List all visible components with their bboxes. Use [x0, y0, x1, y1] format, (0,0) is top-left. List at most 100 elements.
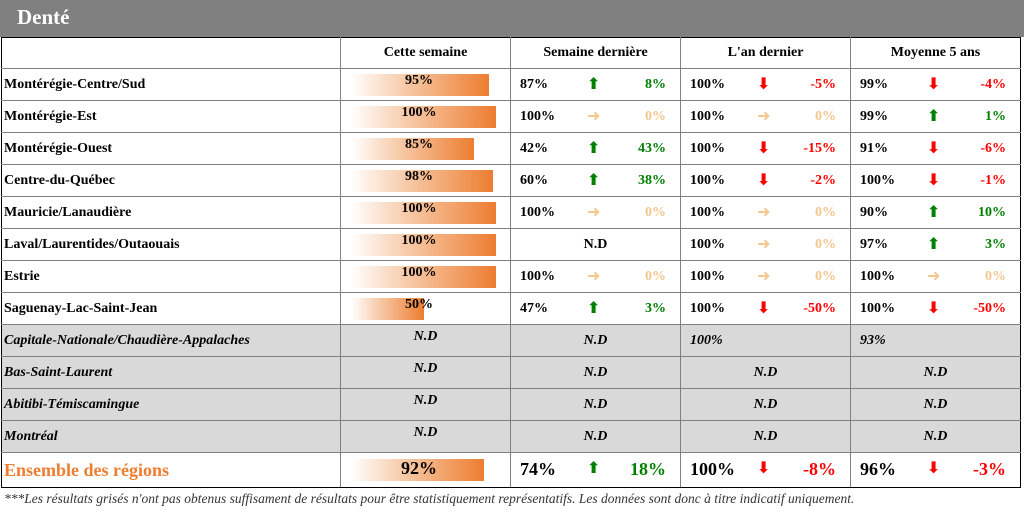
avg5-cell: 99% ⬇ -4% [850, 68, 1021, 101]
cell-value: N.D [923, 396, 948, 412]
arrow-up-icon: ⬆ [587, 138, 601, 157]
header-last-week: Semaine dernière [510, 37, 681, 69]
arrow-down-icon: ⬇ [757, 74, 771, 93]
comparison-value: 100% [690, 141, 725, 156]
cell-value: N.D [753, 396, 778, 412]
header-region [1, 37, 341, 69]
week-value: 100% [401, 233, 437, 248]
last-week-cell: 47% ⬆ 3% [510, 292, 681, 325]
comparison-value: 97% [860, 237, 888, 252]
last-week-cell: 100% ➜ 0% [510, 100, 681, 133]
avg5-cell: 90% ⬆ 10% [850, 196, 1021, 229]
region-name: Saguenay-Lac-Saint-Jean [1, 292, 341, 325]
grey-table-row: Abitibi-Témiscamingue N.D N.D N.D N.D [1, 388, 1021, 421]
comparison-value: 42% [520, 141, 548, 156]
cell-value: 100% [690, 332, 723, 348]
last-year-cell: N.D [680, 388, 851, 421]
this-week-cell: 100% [340, 196, 511, 229]
arrow-down-icon: ⬇ [927, 298, 941, 317]
comparison-value: 90% [860, 205, 888, 220]
comparison-value: 60% [520, 173, 548, 188]
table-body: Montérégie-Centre/Sud 95% 87% ⬆ 8% 100% ⬇ -5% 99… [1, 68, 1021, 488]
comparison-delta: 0% [815, 205, 836, 220]
comparison-value: 47% [520, 301, 548, 316]
results-table: Cette semaine Semaine dernière L'an dern… [1, 37, 1021, 488]
grey-table-row: Bas-Saint-Laurent N.D N.D N.D N.D [1, 356, 1021, 389]
week-bar [351, 202, 496, 224]
total-row: Ensemble des régions 92% 74% ⬆ 18% 100% ⬇ -8% 96… [1, 452, 1021, 488]
this-week-cell: 100% [340, 100, 511, 133]
comparison-value: 91% [860, 141, 888, 156]
region-name: Estrie [1, 260, 341, 293]
arrow-down-icon: ⬇ [757, 170, 771, 189]
cell-value: N.D [923, 428, 948, 444]
cell-value: N.D [583, 428, 608, 444]
comparison-delta: -50% [803, 301, 836, 316]
comparison-delta: 38% [638, 173, 666, 188]
week-cell: N.D [340, 324, 511, 357]
this-week-cell: 50% [340, 292, 511, 325]
nd-value: N.D [583, 236, 608, 252]
comparison-value: 100% [690, 77, 725, 92]
comparison-value: 87% [520, 77, 548, 92]
arrow-up-icon: ⬆ [587, 458, 601, 477]
last-week-cell: N.D [510, 228, 681, 261]
week-bar [351, 459, 484, 481]
comparison-delta: -2% [810, 173, 836, 188]
arrow-flat-icon: ➜ [587, 266, 601, 285]
footnote: ***Les résultats grisés n'ont pas obtenu… [4, 491, 855, 506]
week-bar [351, 234, 496, 256]
this-week-cell: 100% [340, 228, 511, 261]
table-row: Centre-du-Québec 98% 60% ⬆ 38% 100% ⬇ -2% 100% ⬇ -… [1, 164, 1021, 197]
this-week-cell: 92% [340, 452, 511, 488]
cell-value: N.D [583, 396, 608, 412]
comparison-delta: 10% [978, 205, 1006, 220]
header-last-year: L'an dernier [680, 37, 851, 69]
avg5-cell: N.D [850, 420, 1021, 453]
avg5-cell: 97% ⬆ 3% [850, 228, 1021, 261]
comparison-delta: -6% [980, 141, 1006, 156]
table-row: Montérégie-Ouest 85% 42% ⬆ 43% 100% ⬇ -15% 91% ⬇ -… [1, 132, 1021, 165]
cell-value: N.D [413, 425, 438, 440]
week-cell: N.D [340, 388, 511, 421]
comparison-delta: 18% [630, 459, 666, 479]
arrow-flat-icon: ➜ [757, 202, 771, 221]
comparison-value: 100% [520, 109, 555, 124]
comparison-delta: 0% [645, 109, 666, 124]
region-name: Montérégie-Est [1, 100, 341, 133]
comparison-delta: 0% [815, 269, 836, 284]
week-bar [351, 138, 474, 160]
cell-value: N.D [413, 393, 438, 408]
comparison-value: 96% [860, 459, 896, 479]
arrow-up-icon: ⬆ [927, 106, 941, 125]
comparison-delta: 0% [645, 269, 666, 284]
avg5-cell: 100% ⬇ -50% [850, 292, 1021, 325]
last-year-cell: 100% ⬇ -8% [680, 452, 851, 488]
arrow-down-icon: ⬇ [927, 458, 941, 477]
arrow-down-icon: ⬇ [927, 138, 941, 157]
arrow-up-icon: ⬆ [927, 202, 941, 221]
comparison-delta: 1% [985, 109, 1006, 124]
comparison-value: 100% [860, 173, 895, 188]
arrow-flat-icon: ➜ [587, 202, 601, 221]
region-name: Montérégie-Centre/Sud [1, 68, 341, 101]
table-row: Mauricie/Lanaudière 100% 100% ➜ 0% 100% ➜ 0% 90%… [1, 196, 1021, 229]
last-week-cell: N.D [510, 420, 681, 453]
arrow-down-icon: ⬇ [927, 170, 941, 189]
comparison-value: 100% [690, 173, 725, 188]
week-value: 95% [405, 73, 433, 88]
week-bar [351, 298, 424, 320]
title-bar: Denté [0, 0, 1024, 37]
avg5-cell: N.D [850, 388, 1021, 421]
region-name: Montérégie-Ouest [1, 132, 341, 165]
header-row: Cette semaine Semaine dernière L'an dern… [1, 37, 1021, 69]
region-name: Montréal [1, 420, 341, 453]
week-bar [351, 106, 496, 128]
avg5-cell: 100% ⬇ -1% [850, 164, 1021, 197]
avg5-cell: N.D [850, 356, 1021, 389]
week-bar [351, 74, 489, 96]
region-name: Bas-Saint-Laurent [1, 356, 341, 389]
avg5-cell: 100% ➜ 0% [850, 260, 1021, 293]
comparison-delta: -5% [810, 77, 836, 92]
comparison-value: 100% [690, 459, 735, 479]
